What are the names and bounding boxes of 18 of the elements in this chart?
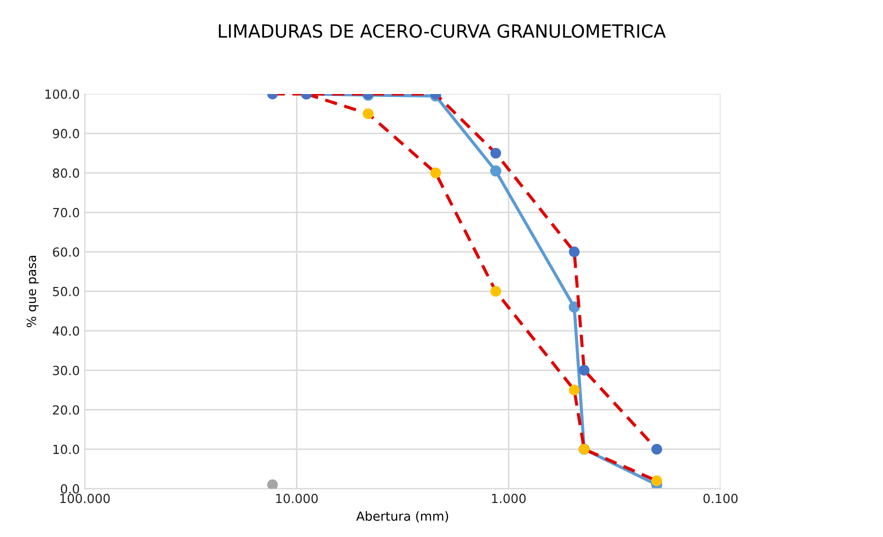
y-tick-label: 60.0 xyxy=(52,247,80,257)
x-tick-label: 0.100 xyxy=(703,494,738,504)
y-tick-label: 40.0 xyxy=(52,326,80,336)
y-tick-label: 100.0 xyxy=(45,89,80,99)
x-tick-label: 10.000 xyxy=(276,494,318,504)
y-tick-label: 10.0 xyxy=(53,444,80,454)
y-tick-label: 80.0 xyxy=(52,168,80,178)
y-tick-label: 0.0 xyxy=(60,484,80,494)
y-tick-label: 90.0 xyxy=(52,128,80,138)
y-axis-title: % que pasa xyxy=(26,256,39,328)
x-tick-label: 100.000 xyxy=(60,494,110,504)
x-tick-label: 1.000 xyxy=(492,494,526,504)
y-tick-label: 70.0 xyxy=(53,208,80,218)
y-tick-label: 30.0 xyxy=(53,366,80,376)
x-axis-title: Abertura (mm) xyxy=(356,511,448,522)
y-tick-label: 50.0 xyxy=(53,286,80,296)
chart-title: LIMADURAS DE ACERO-CURVA GRANULOMETRICA xyxy=(218,24,666,38)
y-tick-label: 20.0 xyxy=(52,405,80,415)
